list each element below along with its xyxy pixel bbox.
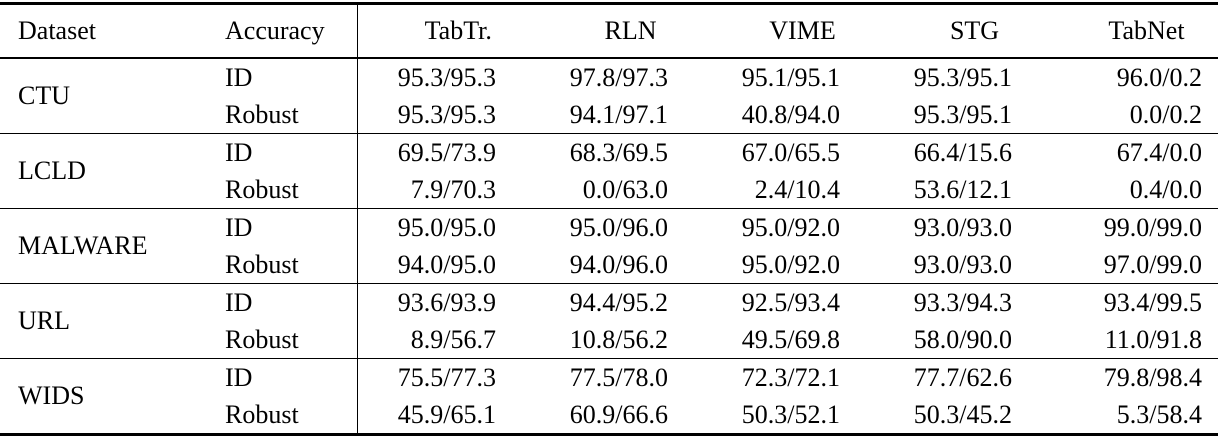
col-header-accuracy: Accuracy — [205, 3, 357, 59]
value-cell: 7.9/70.3 — [356, 171, 530, 209]
value-cell: 79.8/98.4 — [1046, 358, 1218, 396]
accuracy-cell: Robust — [225, 174, 299, 204]
col-header-tabnet: TabNet — [1046, 3, 1218, 59]
value-cell: 5.3/58.4 — [1116, 399, 1202, 429]
value-cell: 77.5/78.0 — [530, 358, 702, 396]
dataset-group-malware: MALWARE ID 95.0/95.0 95.0/96.0 95.0/92.0… — [0, 208, 1218, 284]
accuracy-cell: Robust — [225, 249, 299, 279]
col-header-dataset: Dataset — [0, 3, 205, 59]
value-cell: 92.5/93.4 — [702, 283, 874, 321]
dataset-cell: MALWARE — [0, 208, 205, 284]
value-cell: 60.9/66.6 — [569, 399, 668, 429]
table-row: Robust 8.9/56.7 10.8/56.2 49.5/69.8 58.0… — [0, 321, 1218, 359]
table-row: Robust 7.9/70.3 0.0/63.0 2.4/10.4 53.6/1… — [0, 171, 1218, 209]
value-cell: 40.8/94.0 — [741, 99, 840, 129]
value-cell: 99.0/99.0 — [1046, 208, 1218, 246]
dataset-group-url: URL ID 93.6/93.9 94.4/95.2 92.5/93.4 93.… — [0, 283, 1218, 359]
value-cell: 93.0/93.0 — [874, 208, 1046, 246]
value-cell: 95.3/95.1 — [874, 57, 1046, 96]
accuracy-cell: Robust — [225, 324, 299, 354]
header-row: Dataset Accuracy TabTr. RLN VIME STG Tab… — [0, 3, 1218, 59]
dataset-group-lcld: LCLD ID 69.5/73.9 68.3/69.5 67.0/65.5 66… — [0, 133, 1218, 209]
value-cell: 95.3/95.1 — [913, 99, 1012, 129]
value-cell: 75.5/77.3 — [356, 358, 530, 396]
value-cell: 94.0/95.0 — [356, 246, 530, 284]
accuracy-cell: ID — [205, 208, 357, 246]
table-row: MALWARE ID 95.0/95.0 95.0/96.0 95.0/92.0… — [0, 208, 1218, 284]
col-header-vime: VIME — [702, 3, 874, 59]
value-cell: 95.0/92.0 — [702, 208, 874, 246]
value-cell: 93.4/99.5 — [1046, 283, 1218, 321]
dataset-cell: LCLD — [0, 133, 205, 209]
value-cell: 67.0/65.5 — [702, 133, 874, 171]
value-cell: 67.4/0.0 — [1046, 133, 1218, 171]
accuracy-cell: ID — [205, 133, 357, 171]
value-cell: 58.0/90.0 — [913, 324, 1012, 354]
value-cell: 95.3/95.3 — [356, 57, 530, 96]
value-cell: 69.5/73.9 — [356, 133, 530, 171]
value-cell: 77.7/62.6 — [874, 358, 1046, 396]
value-cell: 95.0/95.0 — [356, 208, 530, 246]
table-row: URL ID 93.6/93.9 94.4/95.2 92.5/93.4 93.… — [0, 283, 1218, 359]
table-row: CTU ID 95.3/95.3 97.8/97.3 95.1/95.1 95.… — [0, 57, 1218, 134]
value-cell: 8.9/56.7 — [356, 321, 530, 359]
table-row: WIDS ID 75.5/77.3 77.5/78.0 72.3/72.1 77… — [0, 358, 1218, 435]
value-cell: 94.0/96.0 — [569, 249, 668, 279]
dataset-group-wids: WIDS ID 75.5/77.3 77.5/78.0 72.3/72.1 77… — [0, 358, 1218, 435]
value-cell: 95.3/95.3 — [356, 96, 530, 134]
value-cell: 2.4/10.4 — [754, 174, 840, 204]
value-cell: 93.3/94.3 — [874, 283, 1046, 321]
dataset-cell: WIDS — [0, 358, 205, 435]
dataset-cell: URL — [0, 283, 205, 359]
value-cell: 93.6/93.9 — [356, 283, 530, 321]
value-cell: 95.0/92.0 — [741, 249, 840, 279]
value-cell: 10.8/56.2 — [569, 324, 668, 354]
value-cell: 72.3/72.1 — [702, 358, 874, 396]
accuracy-cell: ID — [205, 283, 357, 321]
value-cell: 49.5/69.8 — [741, 324, 840, 354]
accuracy-cell: Robust — [225, 399, 299, 429]
value-cell: 0.4/0.0 — [1129, 174, 1202, 204]
value-cell: 68.3/69.5 — [530, 133, 702, 171]
value-cell: 97.0/99.0 — [1103, 249, 1202, 279]
col-header-rln: RLN — [530, 3, 702, 59]
value-cell: 93.0/93.0 — [913, 249, 1012, 279]
value-cell: 96.0/0.2 — [1046, 57, 1218, 96]
value-cell: 95.0/96.0 — [530, 208, 702, 246]
dataset-group-ctu: CTU ID 95.3/95.3 97.8/97.3 95.1/95.1 95.… — [0, 57, 1218, 134]
value-cell: 0.0/63.0 — [582, 174, 668, 204]
accuracy-cell: ID — [205, 57, 357, 96]
table-row: Robust 95.3/95.3 94.1/97.1 40.8/94.0 95.… — [0, 96, 1218, 134]
value-cell: 95.1/95.1 — [702, 57, 874, 96]
dataset-cell: CTU — [0, 57, 205, 134]
value-cell: 66.4/15.6 — [874, 133, 1046, 171]
accuracy-cell: ID — [205, 358, 357, 396]
value-cell: 53.6/12.1 — [913, 174, 1012, 204]
col-header-tabtr: TabTr. — [356, 3, 530, 59]
col-header-stg: STG — [874, 3, 1046, 59]
accuracy-cell: Robust — [225, 99, 299, 129]
value-cell: 94.4/95.2 — [530, 283, 702, 321]
table-row: LCLD ID 69.5/73.9 68.3/69.5 67.0/65.5 66… — [0, 133, 1218, 209]
value-cell: 50.3/45.2 — [913, 399, 1012, 429]
value-cell: 0.0/0.2 — [1129, 99, 1202, 129]
table-row: Robust 94.0/95.0 94.0/96.0 95.0/92.0 93.… — [0, 246, 1218, 284]
value-cell: 94.1/97.1 — [569, 99, 668, 129]
value-cell: 11.0/91.8 — [1104, 324, 1202, 354]
value-cell: 97.8/97.3 — [530, 57, 702, 96]
value-cell: 50.3/52.1 — [741, 399, 840, 429]
value-cell: 45.9/65.1 — [356, 396, 530, 435]
